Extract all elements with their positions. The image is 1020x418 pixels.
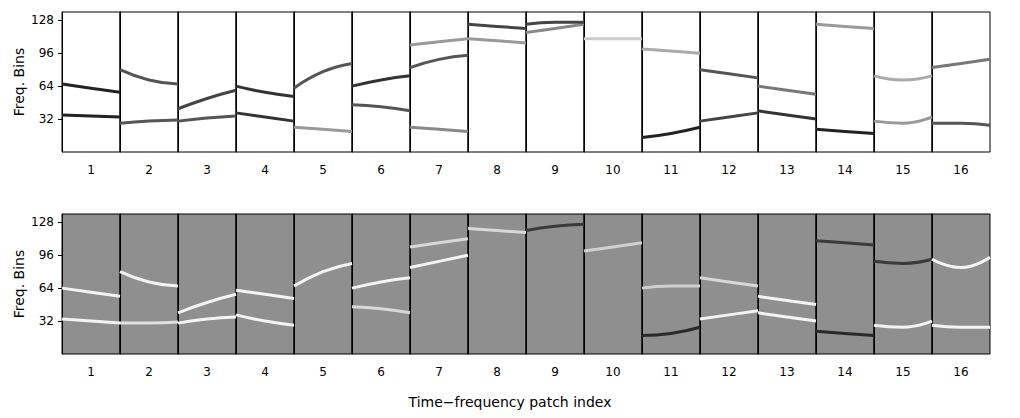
svg-text:32: 32 (39, 314, 54, 328)
svg-text:11: 11 (663, 365, 678, 379)
svg-text:128: 128 (31, 215, 54, 229)
svg-text:13: 13 (779, 365, 794, 379)
svg-text:96: 96 (39, 46, 54, 60)
svg-text:96: 96 (39, 248, 54, 262)
svg-text:13: 13 (779, 163, 794, 177)
svg-text:7: 7 (435, 365, 443, 379)
svg-text:1: 1 (87, 163, 95, 177)
svg-text:15: 15 (895, 163, 910, 177)
svg-text:7: 7 (435, 163, 443, 177)
svg-text:12: 12 (721, 163, 736, 177)
svg-text:14: 14 (837, 163, 852, 177)
svg-text:64: 64 (39, 281, 54, 295)
svg-text:12: 12 (721, 365, 736, 379)
svg-text:32: 32 (39, 112, 54, 126)
svg-text:8: 8 (493, 365, 501, 379)
svg-text:10: 10 (605, 365, 620, 379)
svg-text:8: 8 (493, 163, 501, 177)
svg-text:128: 128 (31, 13, 54, 27)
svg-text:6: 6 (377, 365, 385, 379)
svg-text:2: 2 (145, 163, 153, 177)
svg-text:3: 3 (203, 163, 211, 177)
svg-text:3: 3 (203, 365, 211, 379)
svg-text:Time−frequency patch index: Time−frequency patch index (408, 394, 612, 410)
svg-text:Freq. Bins: Freq. Bins (11, 250, 27, 319)
svg-text:2: 2 (145, 365, 153, 379)
svg-text:4: 4 (261, 365, 269, 379)
svg-text:5: 5 (319, 365, 327, 379)
svg-text:64: 64 (39, 79, 54, 93)
svg-text:10: 10 (605, 163, 620, 177)
svg-text:9: 9 (551, 163, 559, 177)
svg-text:5: 5 (319, 163, 327, 177)
svg-text:6: 6 (377, 163, 385, 177)
svg-text:4: 4 (261, 163, 269, 177)
svg-text:Freq. Bins: Freq. Bins (11, 48, 27, 117)
svg-text:9: 9 (551, 365, 559, 379)
svg-text:16: 16 (953, 365, 968, 379)
svg-text:1: 1 (87, 365, 95, 379)
svg-text:11: 11 (663, 163, 678, 177)
svg-text:14: 14 (837, 365, 852, 379)
svg-text:16: 16 (953, 163, 968, 177)
svg-text:15: 15 (895, 365, 910, 379)
